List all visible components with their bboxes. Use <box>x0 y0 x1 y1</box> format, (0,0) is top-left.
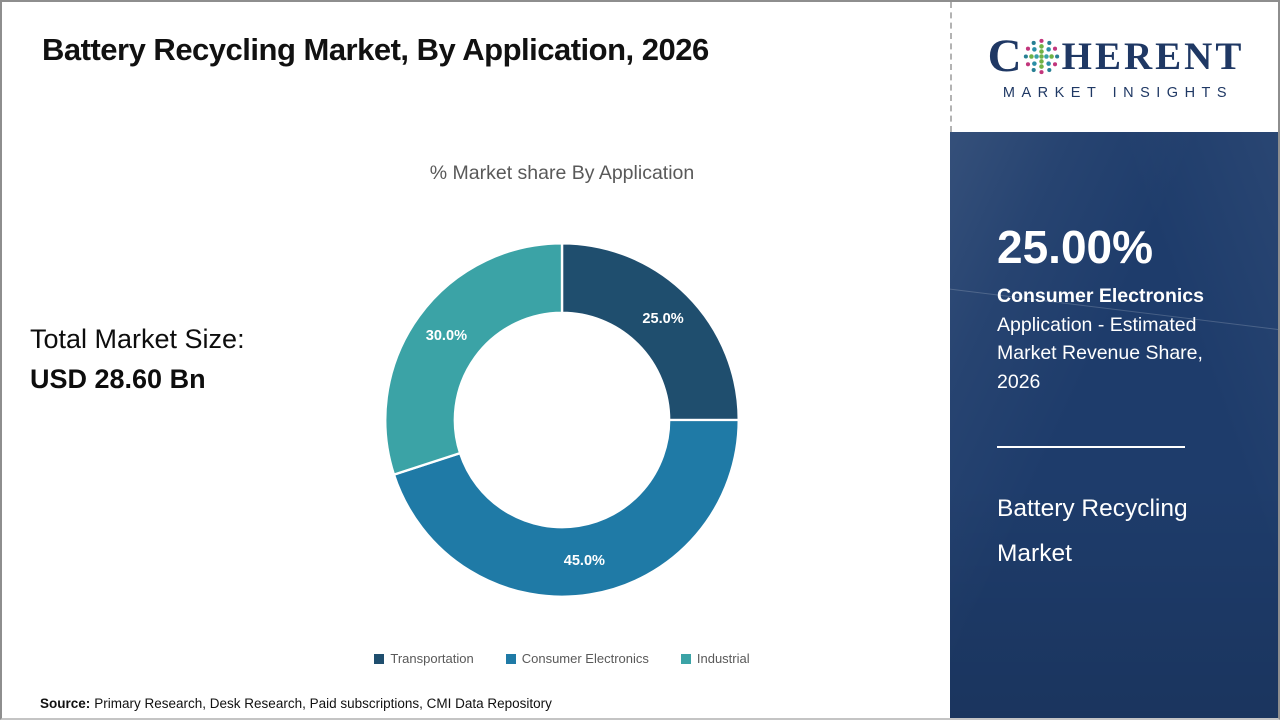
sidebar: 25.00% Consumer Electronics Application … <box>950 132 1278 718</box>
legend-label: Consumer Electronics <box>521 651 649 666</box>
donut-slice-industrial <box>384 242 564 476</box>
sidebar-divider <box>997 446 1185 449</box>
sidebar-stat-description: Application - Estimated Market Revenue S… <box>997 313 1203 393</box>
logo-subtitle: MARKET INSIGHTS <box>1002 85 1234 101</box>
source-text: Primary Research, Desk Research, Paid su… <box>94 696 552 711</box>
source-label: Source: <box>40 696 91 711</box>
page-title: Battery Recycling Market, By Application… <box>42 32 709 67</box>
logo-letter-c: C <box>987 30 1022 82</box>
legend-label: Industrial <box>696 651 750 666</box>
legend-marker-consumer-electronics <box>505 653 516 664</box>
legend-item-industrial: Industrial <box>680 651 750 666</box>
chart-title: % Market share By Application <box>429 162 695 184</box>
logo-letters-herent: HERENT <box>1061 35 1245 78</box>
legend-marker-transportation <box>374 653 385 664</box>
donut-slice-label: 30.0% <box>426 328 467 344</box>
sidebar-market-name: Battery Recycling Market <box>997 495 1188 568</box>
legend-marker-industrial <box>680 653 691 664</box>
sidebar-stat-highlight: Consumer Electronics <box>997 284 1204 307</box>
donut-slice-transportation <box>560 242 740 422</box>
donut-slice-label: 45.0% <box>564 553 605 569</box>
source-line: Source: Primary Research, Desk Research, … <box>40 696 552 711</box>
legend-item-transportation: Transportation <box>374 651 474 666</box>
chart-legend: Transportation Consumer Electronics Indu… <box>287 651 837 666</box>
donut-slice-consumer-electronics <box>392 418 740 598</box>
coherent-logo-wordmark: C HERENT <box>988 33 1245 80</box>
donut-slice-label: 25.0% <box>642 311 683 327</box>
coherent-logo: C HERENT MARKET INSIGHTS <box>950 2 1278 132</box>
total-market-size-block: Total Market Size: USD 28.60 Bn <box>30 324 245 395</box>
total-market-size-value: USD 28.60 Bn <box>30 364 206 394</box>
legend-item-consumer-electronics: Consumer Electronics <box>505 651 649 666</box>
sidebar-stat-value: 25.00% <box>997 221 1154 273</box>
legend-label: Transportation <box>390 651 474 666</box>
coherent-logo-globe-icon <box>1023 38 1059 75</box>
donut-chart: 25.0% 45.0% 30.0% <box>384 242 740 598</box>
total-market-size-label: Total Market Size: <box>30 324 245 354</box>
